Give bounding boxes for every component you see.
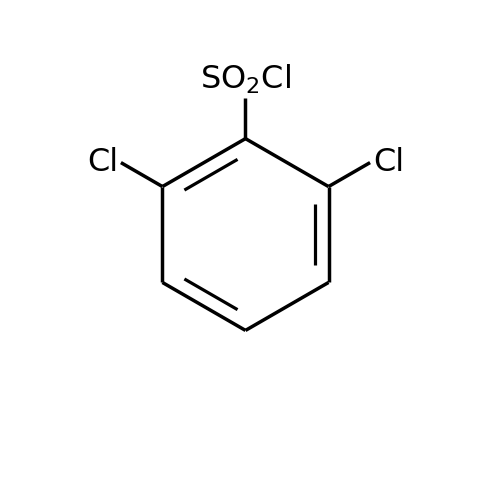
Text: Cl: Cl xyxy=(373,147,404,178)
Text: Cl: Cl xyxy=(87,147,118,178)
Text: SO$_2$Cl: SO$_2$Cl xyxy=(200,63,291,96)
